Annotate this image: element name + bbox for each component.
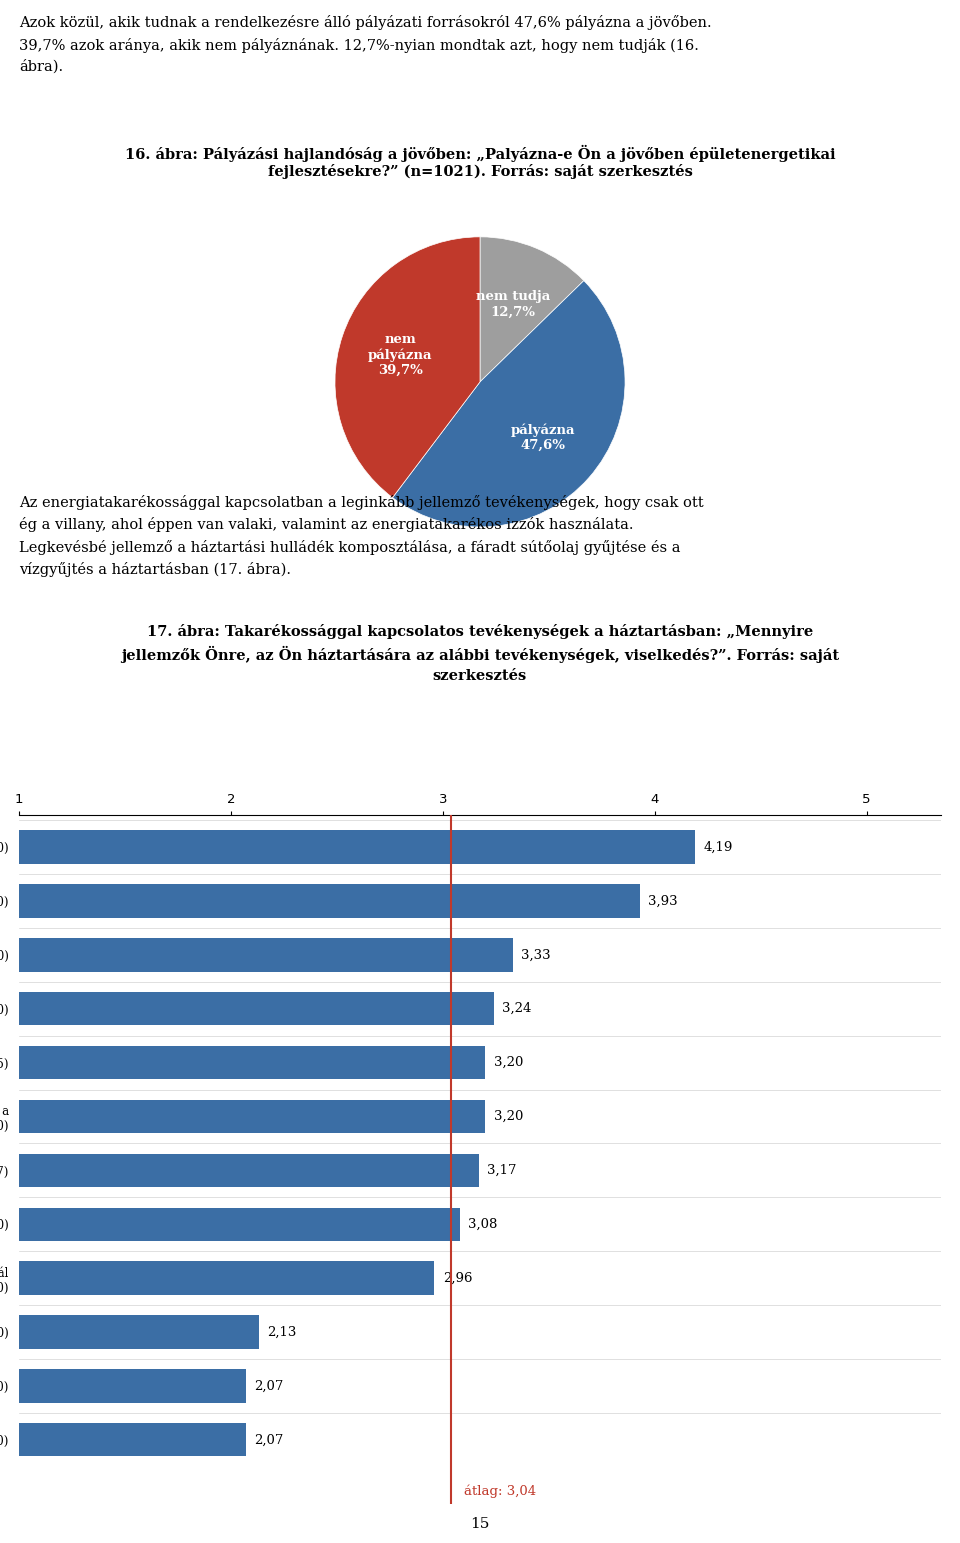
Text: 3,17: 3,17 [488,1163,516,1177]
Bar [19,1262,435,1295]
Text: 2,07: 2,07 [254,1379,284,1392]
Wedge shape [393,281,625,526]
Text: 4,19: 4,19 [704,841,732,853]
Text: 17. ábra: Takarékossággal kapcsolatos tevékenységek a háztartásban: „Mennyire
je: 17. ábra: Takarékossággal kapcsolatos te… [121,625,839,684]
Text: 3,08: 3,08 [468,1217,497,1231]
Text: Azok közül, akik tudnak a rendelkezésre álló pályázati forrásokról 47,6% pályázn: Azok közül, akik tudnak a rendelkezésre … [19,15,711,74]
Text: 3,20: 3,20 [493,1055,523,1069]
Text: 3,20: 3,20 [493,1109,523,1123]
Text: 2,96: 2,96 [443,1271,472,1285]
Bar [19,992,493,1026]
Bar [19,884,640,918]
Text: 2,07: 2,07 [254,1433,284,1446]
Bar [19,1423,246,1457]
Text: 2,13: 2,13 [267,1325,297,1338]
Bar [19,938,513,972]
Text: 3,93: 3,93 [648,895,678,907]
Bar [19,1208,460,1241]
Text: 3,24: 3,24 [502,1003,532,1015]
Wedge shape [335,236,480,497]
Text: nem tudja
12,7%: nem tudja 12,7% [475,290,550,318]
Bar [19,1315,258,1349]
Wedge shape [480,236,584,381]
Text: 15: 15 [470,1517,490,1531]
Bar [19,830,695,864]
Text: pályázna
47,6%: pályázna 47,6% [511,423,575,452]
Bar [19,1369,246,1403]
Text: átlag: 3,04: átlag: 3,04 [464,1484,537,1498]
Bar [19,1154,479,1187]
Bar [19,1046,486,1079]
Text: nem
pályázna
39,7%: nem pályázna 39,7% [368,333,433,376]
Text: 3,33: 3,33 [521,949,551,961]
Text: Az energiatakarékossággal kapcsolatban a leginkább jellemző tevékenységek, hogy : Az energiatakarékossággal kapcsolatban a… [19,495,704,577]
Text: 16. ábra: Pályázási hajlandóság a jövőben: „Palyázna-e Ön a jövőben épületenerge: 16. ábra: Pályázási hajlandóság a jövőbe… [125,145,835,179]
Bar [19,1100,486,1133]
